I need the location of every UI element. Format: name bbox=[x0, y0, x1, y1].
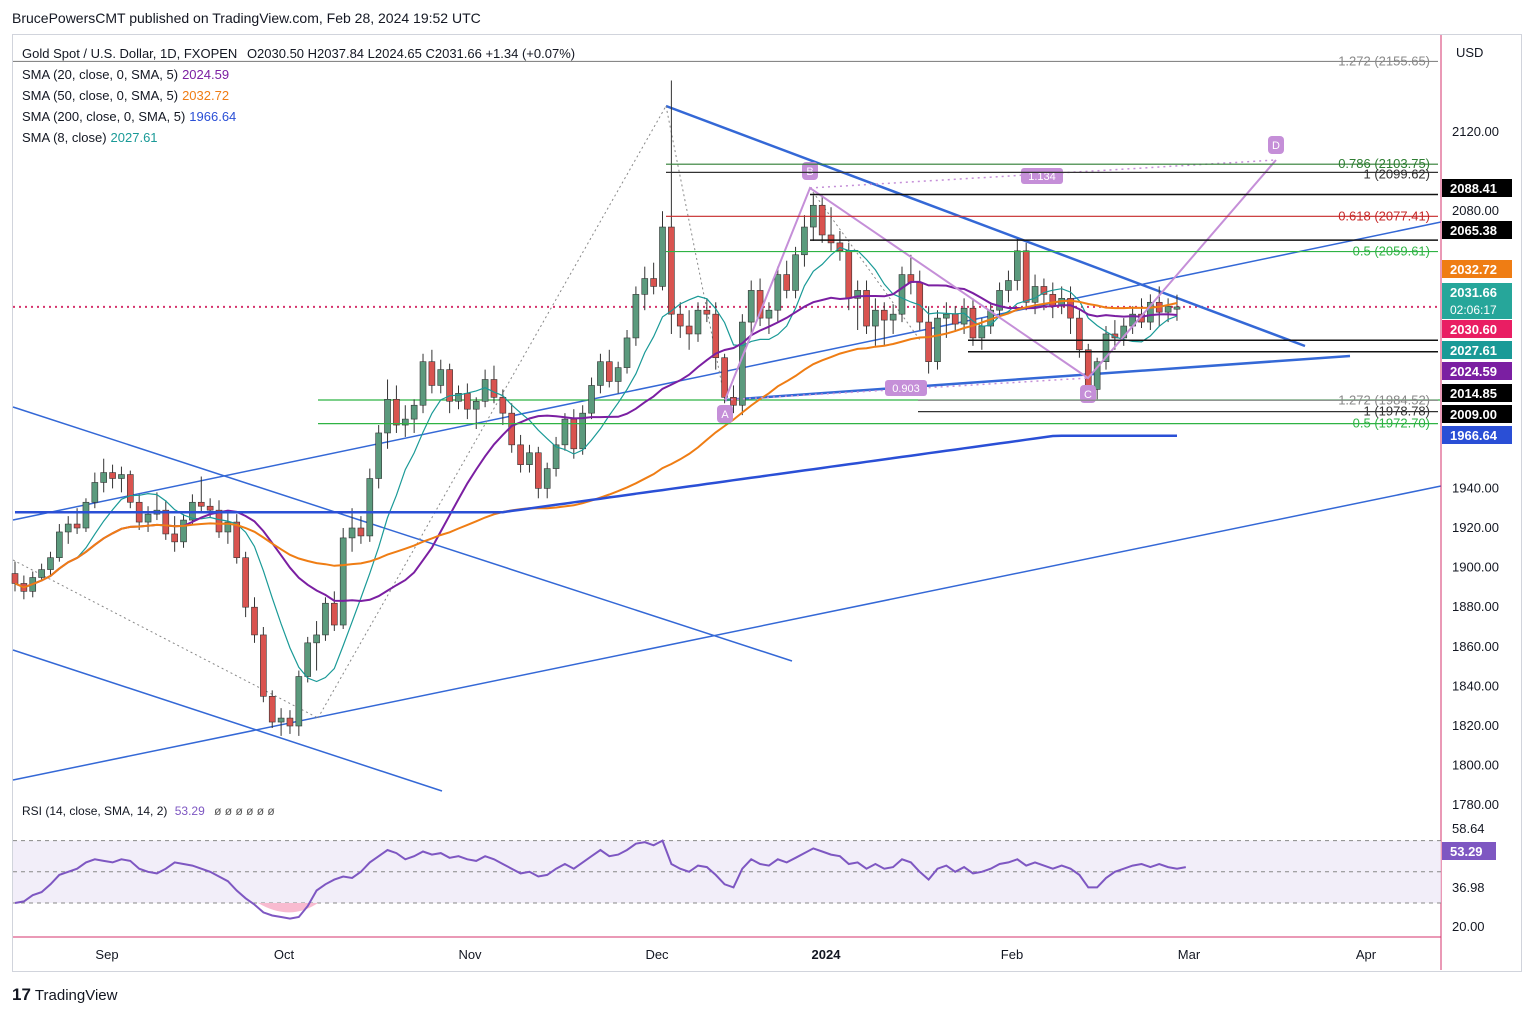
ohlc-values: O2030.50 H2037.84 L2024.65 C2031.66 +1.3… bbox=[246, 46, 576, 61]
rsi-legend[interactable]: RSI (14, close, SMA, 14, 2) 53.29 ø ø ø … bbox=[22, 804, 275, 818]
sma8-value: 2027.61 bbox=[110, 130, 158, 145]
symbol-title: Gold Spot / U.S. Dollar, 1D, FXOPEN bbox=[22, 46, 238, 61]
chart-frame bbox=[12, 34, 1522, 972]
sma8-label: SMA (8, close) bbox=[22, 130, 107, 145]
brand-name: TradingView bbox=[34, 987, 118, 1004]
sma200-label: SMA (200, close, 0, SMA, 5) bbox=[22, 109, 186, 124]
sma8-legend[interactable]: SMA (8, close) 2027.61 bbox=[22, 130, 158, 145]
sma50-value: 2032.72 bbox=[182, 88, 230, 103]
rsi-placeholders: ø ø ø ø ø ø bbox=[214, 804, 275, 818]
sma50-label: SMA (50, close, 0, SMA, 5) bbox=[22, 88, 179, 103]
sma50-legend[interactable]: SMA (50, close, 0, SMA, 5) 2032.72 bbox=[22, 88, 229, 103]
sma20-legend[interactable]: SMA (20, close, 0, SMA, 5) 2024.59 bbox=[22, 67, 229, 82]
sma200-value: 1966.64 bbox=[189, 109, 237, 124]
sma20-value: 2024.59 bbox=[182, 67, 230, 82]
rsi-value: 53.29 bbox=[174, 804, 205, 818]
sma200-legend[interactable]: SMA (200, close, 0, SMA, 5) 1966.64 bbox=[22, 109, 236, 124]
publisher-line: BrucePowersCMT published on TradingView.… bbox=[12, 10, 481, 26]
tradingview-logo-icon: 17 bbox=[12, 985, 31, 1004]
rsi-label: RSI (14, close, SMA, 14, 2) bbox=[22, 804, 168, 818]
sma20-label: SMA (20, close, 0, SMA, 5) bbox=[22, 67, 179, 82]
currency-label[interactable]: USD bbox=[1456, 45, 1484, 60]
symbol-legend[interactable]: Gold Spot / U.S. Dollar, 1D, FXOPEN O203… bbox=[22, 46, 575, 61]
tradingview-brand[interactable]: 17 TradingView bbox=[12, 985, 117, 1005]
